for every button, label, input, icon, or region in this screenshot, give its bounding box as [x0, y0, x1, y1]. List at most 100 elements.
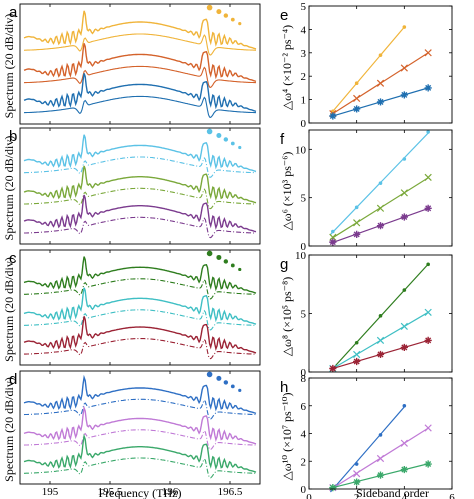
sideband-marker [206, 4, 213, 11]
y-tick-label: 3 [301, 48, 307, 60]
sideband-marker [223, 380, 229, 385]
spectrum-trace-solid [23, 287, 257, 325]
y-tick-label: 5 [301, 309, 307, 321]
data-point [424, 308, 432, 316]
panel-f: 0 5 10 f △ω⁶ (×10³ ps⁻⁶) [280, 129, 453, 253]
fit-series-1 [330, 130, 430, 235]
sideband-marker [216, 132, 222, 138]
y-tick-label: 5 [301, 1, 307, 13]
sideband-marker [238, 388, 242, 392]
y-tick-label: 5 [301, 193, 307, 205]
spectrum-trace-solid [23, 405, 257, 445]
data-point [329, 238, 337, 246]
spectrum-trace-dashed [23, 33, 257, 56]
data-point [402, 25, 407, 29]
data-point [376, 79, 385, 87]
y-tick-label: 10 [295, 250, 307, 262]
y-tick-label: 0 [301, 484, 307, 496]
spectrum-trace-solid [23, 73, 257, 112]
spectrum-series-1 [23, 250, 257, 300]
y-tick-label: 4 [301, 429, 307, 441]
sideband-marker [230, 263, 235, 268]
y-tick-label: 2 [301, 71, 307, 83]
sideband-marker [216, 375, 222, 381]
panel-e: 0 1 2 3 4 5 e△ω⁴ (×10⁻² ps⁻⁴) [280, 1, 453, 130]
data-point [376, 204, 385, 212]
spectrum-trace-solid [23, 316, 257, 354]
spectrum-series-3 [23, 73, 257, 119]
panel-label-c: c [9, 250, 17, 267]
y-tick-label: 6 [301, 401, 307, 413]
y-axis-label: Spectrum (20 dB/div) [2, 257, 16, 362]
data-point [378, 181, 383, 185]
data-point [376, 336, 385, 345]
data-point [354, 462, 359, 466]
y-axis-label: △ω⁴ (×10⁻² ps⁻⁴) [280, 25, 294, 110]
data-point [378, 433, 383, 437]
panel-label-e: e [280, 7, 288, 24]
data-point [424, 84, 432, 92]
spectrum-trace-solid [23, 433, 257, 473]
data-point [376, 454, 385, 463]
y-axis-label: Spectrum (20 dB/div) [2, 136, 16, 241]
spectrum-trace-solid [23, 374, 257, 414]
sideband-marker [230, 384, 235, 389]
data-point [400, 213, 408, 221]
y-tick-label: 4 [301, 24, 307, 36]
data-point [378, 314, 383, 318]
spectrum-trace-dashed [24, 187, 256, 210]
sideband-marker [230, 17, 235, 22]
data-point [424, 173, 432, 181]
x-tick-label: 196 [162, 486, 179, 498]
data-point [354, 340, 359, 345]
y-axis-label: △ω¹⁰ (×10⁷ ps⁻¹⁰) [280, 393, 294, 481]
panel-label-b: b [9, 128, 17, 145]
spectrum-series-2 [23, 287, 257, 331]
fit-series-3 [329, 84, 432, 120]
panel-h: 0 2 4 6 8 h△ω¹⁰ (×10⁷ ps⁻¹⁰) 0 2 4 6 Sideband orde… [280, 373, 455, 499]
data-point [402, 157, 407, 161]
panel-label-g: g [280, 256, 288, 273]
spectrum-series-3 [23, 433, 257, 479]
data-point [402, 403, 407, 408]
x-tick-label: 196.5 [218, 486, 243, 498]
data-point [353, 219, 361, 227]
data-point [353, 105, 361, 113]
spectrum-series-2 [23, 43, 257, 89]
fit-series-2 [329, 49, 432, 118]
sideband-marker [206, 371, 213, 378]
data-point [378, 53, 383, 57]
axes-box [19, 249, 261, 366]
sideband-marker [238, 267, 242, 272]
axes-box [19, 370, 261, 485]
fit-series-2 [329, 173, 432, 241]
data-point [400, 189, 408, 197]
y-tick-label: 0 [301, 241, 307, 253]
spectrum-trace-dashed [23, 95, 257, 119]
sideband-marker [238, 145, 242, 150]
axes-box [19, 127, 261, 245]
x-tick-label: 195.5 [98, 486, 123, 498]
spectrum-series-2 [23, 405, 257, 451]
x-axis-label: Frequency (THz) [99, 486, 182, 499]
axes-box [308, 5, 453, 124]
data-point [353, 230, 361, 238]
x-tick-label: 195 [42, 486, 59, 498]
x-tick-label: 4 [402, 492, 408, 499]
spectrum-trace-dashed [24, 278, 256, 300]
x-tick-label: 0 [306, 492, 312, 499]
axes-box [19, 3, 261, 125]
spectrum-series-3 [23, 194, 257, 239]
data-point [353, 357, 361, 366]
panel-g: 0 5 10 g △ω⁸ (×10⁵ ps⁻⁸) [280, 250, 453, 379]
data-point [376, 222, 385, 230]
panel-label-d: d [9, 371, 17, 388]
spectrum-trace-dashed [24, 216, 256, 239]
data-point [329, 484, 337, 492]
spectrum-trace-solid [23, 165, 257, 204]
sideband-marker [206, 128, 213, 135]
data-point [353, 350, 361, 359]
